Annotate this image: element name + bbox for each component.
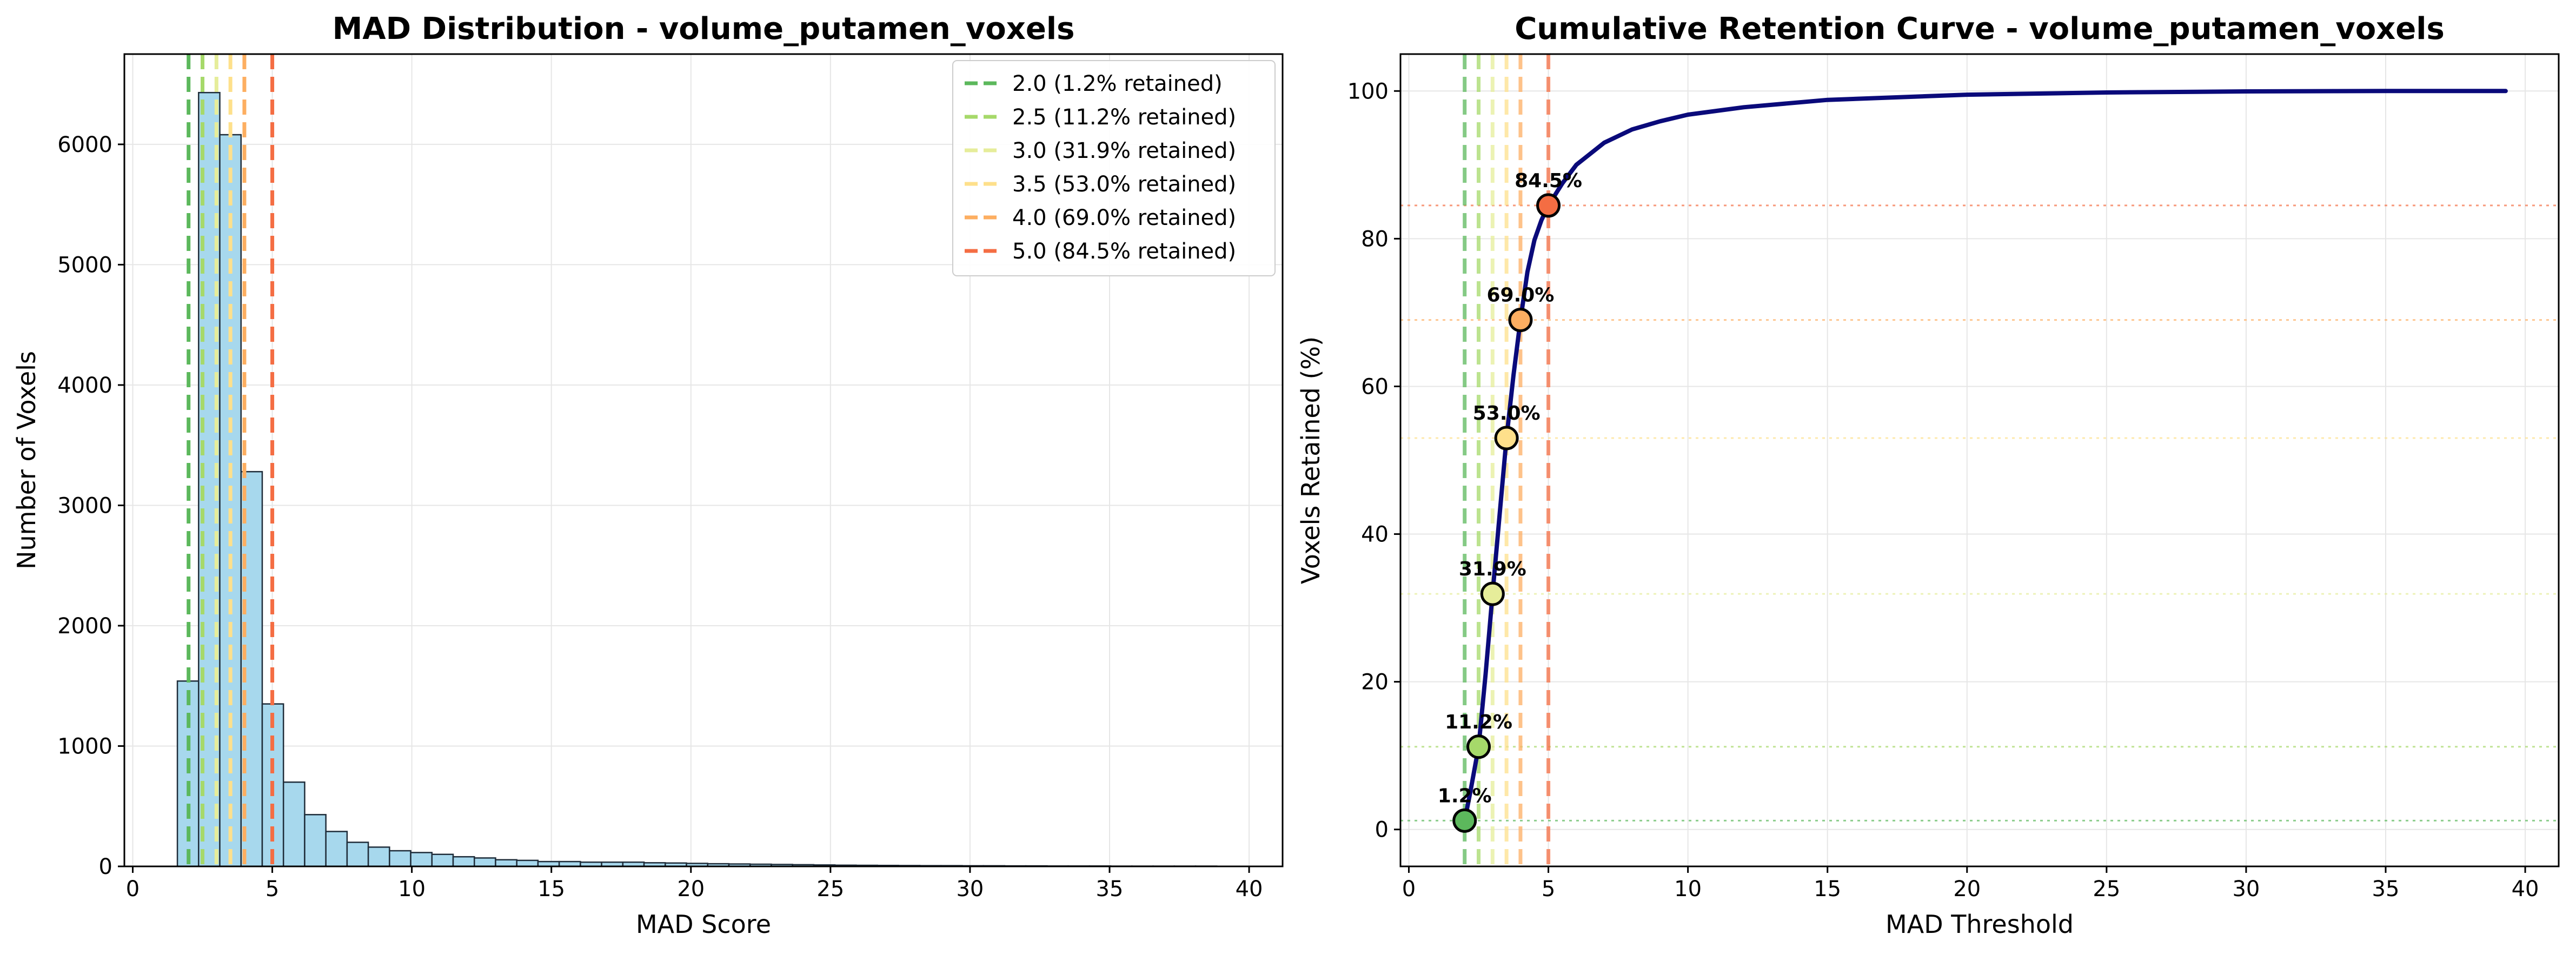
legend-entry-label: 3.5 (53.0% retained) <box>1012 172 1236 197</box>
retention-threshold-point <box>1480 581 1505 606</box>
histogram-x-tick-label: 30 <box>956 877 984 902</box>
legend-entry-label: 4.0 (69.0% retained) <box>1012 206 1236 230</box>
histogram-panel: 0 5 10 15 20 25 30 35 40 0 1000 2000 3000 4000 5000 60… <box>12 11 1284 939</box>
histogram-y-tick-label: 5000 <box>57 253 112 277</box>
retention-x-tick-label: 30 <box>2232 877 2260 902</box>
retention-y-tick-label: 20 <box>1361 670 1389 695</box>
retention-x-tick-label: 35 <box>2372 877 2400 902</box>
retention-x-axis-label: MAD Threshold <box>1885 910 2074 939</box>
retention-point-label: 11.2% <box>1445 711 1512 733</box>
histogram-y-ticks: 0 1000 2000 3000 4000 5000 6000 <box>57 132 124 879</box>
retention-threshold-point <box>1508 308 1533 333</box>
histogram-x-tick-label: 0 <box>126 877 140 902</box>
histogram-bar <box>495 859 517 867</box>
histogram-bar <box>304 814 327 867</box>
retention-point-label: 1.2% <box>1438 785 1492 807</box>
retention-threshold-hlines <box>1400 204 2559 822</box>
retention-threshold-point <box>1452 808 1477 833</box>
retention-point-label: 31.9% <box>1459 558 1526 580</box>
retention-x-ticks: 0 5 10 15 20 25 30 35 40 <box>1402 866 2539 902</box>
histogram-y-axis-label: Number of Voxels <box>12 351 41 569</box>
histogram-x-tick-label: 10 <box>398 877 426 902</box>
histogram-bar <box>367 846 390 867</box>
histogram-legend: 2.0 (1.2% retained) 2.5 (11.2% retained) 3… <box>952 60 1276 276</box>
legend-entry-label: 5.0 (84.5% retained) <box>1012 239 1236 264</box>
retention-x-tick-label: 25 <box>2093 877 2120 902</box>
retention-point-label: 84.5% <box>1515 170 1582 192</box>
retention-curve-line <box>1462 89 2508 823</box>
retention-points: 1.2% 11.2% 31.9% 53.0% 69.0% 84.5% <box>1438 170 1582 833</box>
histogram-bar <box>346 842 369 867</box>
histogram-x-tick-label: 35 <box>1096 877 1124 902</box>
retention-y-tick-label: 60 <box>1361 374 1389 399</box>
histogram-y-tick-label: 6000 <box>57 132 112 157</box>
histogram-bar <box>452 856 475 867</box>
retention-point-label: 69.0% <box>1486 284 1554 307</box>
histogram-y-tick-label: 2000 <box>57 614 112 639</box>
legend-box <box>952 60 1276 276</box>
histogram-bar <box>473 857 496 867</box>
legend-entry-label: 3.0 (31.9% retained) <box>1012 138 1236 163</box>
histogram-bar <box>410 852 433 867</box>
histogram-x-ticks: 0 5 10 15 20 25 30 35 40 <box>126 866 1263 902</box>
retention-grid <box>1400 54 2559 866</box>
retention-threshold-point <box>1536 193 1561 218</box>
histogram-y-tick-label: 4000 <box>57 373 112 398</box>
retention-y-tick-label: 80 <box>1361 227 1389 251</box>
retention-threshold-point <box>1494 426 1519 451</box>
histogram-bar <box>325 831 348 867</box>
retention-axes-frame <box>1399 53 2560 867</box>
retention-y-tick-label: 100 <box>1347 79 1389 104</box>
histogram-x-tick-label: 20 <box>677 877 705 902</box>
histogram-x-tick-label: 40 <box>1236 877 1263 902</box>
retention-x-tick-label: 0 <box>1402 877 1416 902</box>
histogram-y-tick-label: 3000 <box>57 493 112 518</box>
histogram-bar <box>431 853 454 867</box>
histogram-grid <box>124 54 1283 867</box>
retention-y-tick-label: 40 <box>1361 522 1389 547</box>
retention-threshold-point <box>1466 734 1491 759</box>
retention-x-tick-label: 15 <box>1814 877 1841 902</box>
retention-panel: 1.2% 11.2% 31.9% 53.0% 69.0% 84.5% 0 5 10 15 20 25… <box>1296 11 2560 939</box>
histogram-x-tick-label: 5 <box>265 877 279 902</box>
legend-entry-label: 2.0 (1.2% retained) <box>1012 71 1223 96</box>
histogram-bar <box>389 850 411 867</box>
legend-entry-label: 2.5 (11.2% retained) <box>1012 105 1236 130</box>
histogram-x-tick-label: 15 <box>537 877 565 902</box>
retention-point-label: 53.0% <box>1473 402 1541 425</box>
retention-x-tick-label: 40 <box>2512 877 2539 902</box>
histogram-title: MAD Distribution - volume_putamen_voxels <box>333 11 1075 47</box>
histogram-bar <box>282 781 306 867</box>
retention-y-ticks: 0 20 40 60 80 100 <box>1347 79 1400 843</box>
retention-x-tick-label: 10 <box>1674 877 1702 902</box>
retention-x-tick-label: 20 <box>1953 877 1981 902</box>
histogram-y-tick-label: 0 <box>99 854 112 879</box>
retention-x-tick-label: 5 <box>1542 877 1555 902</box>
retention-y-tick-label: 0 <box>1375 818 1389 843</box>
histogram-x-tick-label: 25 <box>816 877 844 902</box>
histogram-bar <box>516 859 539 867</box>
retention-y-axis-label: Voxels Retained (%) <box>1296 336 1325 584</box>
histogram-x-axis-label: MAD Score <box>636 910 771 939</box>
histogram-y-tick-label: 1000 <box>57 734 112 759</box>
retention-title: Cumulative Retention Curve - volume_puta… <box>1515 11 2445 47</box>
histogram-axes-frame <box>123 53 1284 867</box>
